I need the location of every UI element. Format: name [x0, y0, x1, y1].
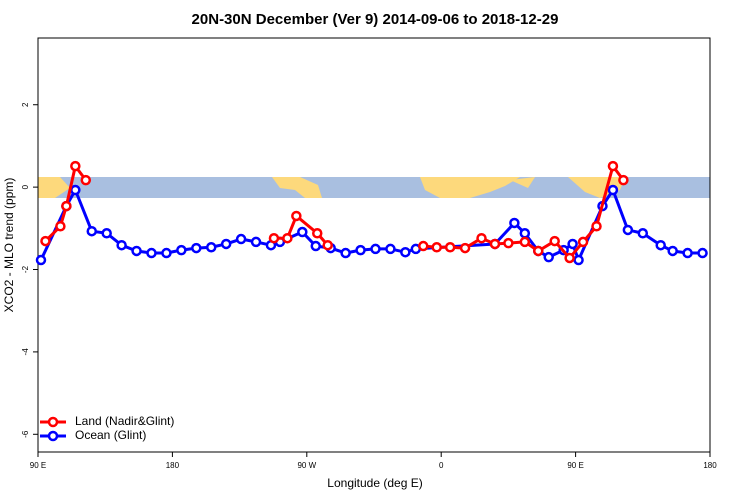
legend-marker	[47, 430, 59, 442]
data-point	[655, 239, 666, 251]
y-tick-label: -4	[21, 348, 30, 356]
data-point	[312, 228, 323, 239]
data-point	[70, 184, 81, 196]
data-point	[591, 221, 602, 232]
data-point	[459, 242, 471, 254]
x-tick-label: 90 E	[567, 461, 583, 470]
data-point	[543, 251, 554, 263]
data-point	[220, 238, 232, 250]
data-point	[322, 239, 333, 251]
data-point	[682, 247, 693, 259]
data-point	[176, 244, 187, 256]
data-point	[533, 245, 544, 257]
data-point	[131, 245, 142, 257]
plot-frame	[37, 37, 711, 453]
data-point	[400, 246, 411, 258]
data-point	[40, 235, 51, 247]
data-point	[205, 242, 217, 253]
data-point	[509, 217, 520, 229]
map-land	[510, 177, 535, 188]
data-point	[116, 239, 127, 251]
data-point	[55, 221, 66, 232]
data-point	[235, 233, 247, 245]
data-point	[622, 224, 634, 236]
map-ocean	[38, 177, 710, 198]
data-point	[519, 236, 531, 248]
data-point	[607, 160, 619, 172]
x-tick-label: 0	[439, 461, 444, 470]
x-tick-label: 180	[166, 461, 180, 470]
map-land	[272, 177, 322, 198]
data-point	[618, 174, 629, 186]
data-point	[250, 236, 262, 248]
data-point	[61, 200, 72, 212]
legend-label: Land (Nadir&Glint)	[75, 414, 174, 428]
data-point	[355, 244, 366, 256]
data-point	[549, 235, 560, 247]
map-land	[38, 177, 70, 198]
data-point	[519, 228, 531, 239]
data-point	[573, 254, 584, 266]
data-point	[146, 247, 157, 259]
x-tick-label: 90 E	[30, 461, 46, 470]
x-tick-label: 90 W	[297, 461, 316, 470]
data-point	[503, 237, 514, 249]
data-point	[489, 238, 501, 250]
y-tick-label: -2	[21, 265, 30, 273]
data-point	[607, 184, 619, 196]
data-point	[385, 243, 396, 255]
map-strip	[38, 177, 710, 198]
data-point	[340, 247, 351, 259]
y-tick-label: 0	[21, 184, 30, 189]
data-point	[268, 232, 280, 244]
data-point	[282, 232, 293, 244]
y-tick-label: -6	[21, 430, 30, 438]
data-point	[370, 243, 381, 255]
data-point	[191, 242, 202, 254]
data-point	[697, 247, 708, 259]
y-axis-label: XCO2 - MLO trend (ppm)	[2, 178, 16, 313]
data-point	[667, 245, 678, 257]
data-point	[70, 160, 81, 172]
data-point	[577, 236, 589, 248]
data-point	[310, 240, 322, 252]
data-point	[101, 228, 112, 239]
data-point	[444, 242, 456, 253]
data-point	[35, 254, 47, 266]
data-point	[161, 247, 172, 259]
x-axis-label: Longitude (deg E)	[327, 476, 422, 490]
data-point	[637, 228, 649, 239]
data-point	[476, 232, 487, 244]
chart-title: 20N-30N December (Ver 9) 2014-09-06 to 2…	[192, 11, 559, 28]
data-point	[564, 252, 575, 264]
data-point	[297, 226, 308, 238]
data-point	[291, 210, 302, 222]
legend-label: Ocean (Glint)	[75, 428, 146, 442]
data-point	[567, 238, 578, 250]
map-land	[420, 177, 520, 198]
data-point	[80, 174, 92, 186]
data-point	[418, 240, 429, 252]
y-tick-label: 2	[21, 102, 30, 107]
data-point	[431, 242, 442, 253]
legend-marker	[47, 416, 59, 428]
data-point	[86, 225, 98, 237]
x-tick-label: 180	[703, 461, 717, 470]
